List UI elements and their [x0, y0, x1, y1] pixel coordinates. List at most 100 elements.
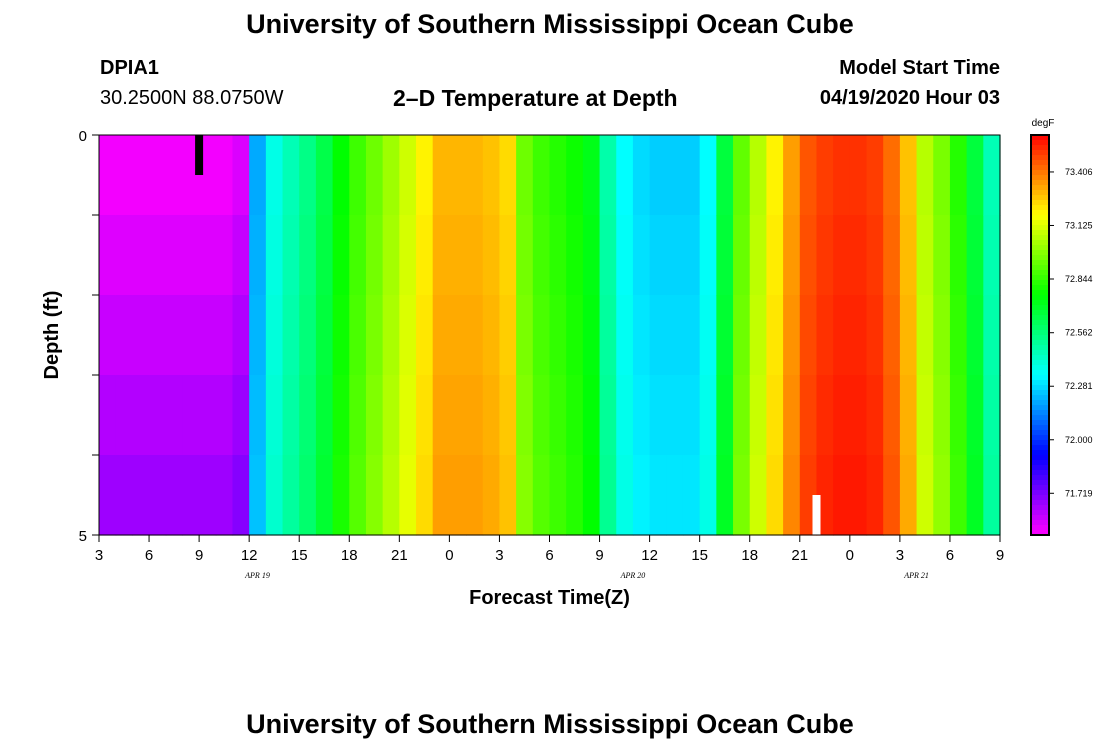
colorbar-swatch: [1031, 205, 1049, 211]
heatmap-cell: [299, 215, 317, 296]
heatmap-cell: [182, 295, 200, 376]
heatmap-cell: [265, 215, 284, 296]
station-id: DPIA1: [100, 57, 159, 79]
heatmap-cell: [149, 375, 167, 456]
x-tick-label: 3: [495, 547, 503, 564]
colorbar-swatch: [1031, 200, 1049, 206]
heatmap-cell: [766, 455, 784, 536]
heatmap-cell: [466, 135, 484, 216]
heatmap-cell: [949, 215, 968, 296]
heatmap-cell: [866, 455, 884, 536]
x-tick-label: 12: [641, 547, 658, 564]
heatmap-cell: [899, 215, 918, 296]
heatmap-cell: [933, 135, 951, 216]
heatmap-cell: [933, 455, 951, 536]
heatmap-cell: [849, 455, 868, 536]
colorbar-swatch: [1031, 460, 1049, 466]
x-tick-label: 9: [595, 547, 603, 564]
x-tick-label: 6: [545, 547, 553, 564]
colorbar-swatch: [1031, 280, 1049, 286]
heatmap-cell: [532, 295, 551, 376]
colorbar-swatch: [1031, 285, 1049, 291]
heatmap-cell: [516, 295, 534, 376]
heatmap-cell: [816, 215, 834, 296]
colorbar-swatch: [1031, 310, 1049, 316]
colorbar-swatch: [1031, 155, 1049, 161]
heatmap-cell: [599, 455, 617, 536]
heatmap-cell: [766, 295, 784, 376]
heatmap-cell: [482, 135, 501, 216]
heatmap-cell: [466, 295, 484, 376]
heatmap-cell: [883, 215, 901, 296]
heatmap-cell: [332, 375, 350, 456]
heatmap-cell: [816, 455, 834, 536]
date-label: APR 20: [620, 571, 646, 580]
colorbar-swatch: [1031, 410, 1049, 416]
colorbar-swatch: [1031, 445, 1049, 451]
colorbar-tick-label: 72.000: [1065, 435, 1093, 445]
colorbar-swatch: [1031, 525, 1049, 531]
heatmap-cell: [349, 135, 367, 216]
heatmap-cell: [482, 455, 501, 536]
heatmap-cell: [416, 375, 434, 456]
heatmap-cell: [833, 455, 851, 536]
heatmap-cell: [799, 375, 818, 456]
heatmap-cell: [399, 455, 417, 536]
heatmap-cell: [249, 295, 267, 376]
heatmap-cell: [249, 455, 267, 536]
colorbar-swatch: [1031, 530, 1049, 536]
heatmap-cell: [666, 295, 684, 376]
x-tick-label: 18: [341, 547, 358, 564]
heatmap-cell: [582, 215, 601, 296]
colorbar-swatch: [1031, 495, 1049, 501]
heatmap-cell: [332, 135, 350, 216]
heatmap-cell: [449, 455, 467, 536]
heatmap-cell: [115, 375, 133, 456]
colorbar-swatch: [1031, 315, 1049, 321]
station-coords: 30.2500N 88.0750W: [100, 87, 284, 109]
heatmap-cell: [532, 455, 551, 536]
x-tick-label: 0: [846, 547, 854, 564]
colorbar-swatch: [1031, 290, 1049, 296]
colorbar-swatch: [1031, 515, 1049, 521]
colorbar-swatch: [1031, 500, 1049, 506]
heatmap-cell: [349, 375, 367, 456]
heatmap-cell: [182, 375, 200, 456]
heatmap-cell: [549, 295, 567, 376]
heatmap-cell: [532, 135, 551, 216]
heatmap-cell: [883, 455, 901, 536]
heatmap-cell: [949, 375, 968, 456]
heatmap-cell: [833, 375, 851, 456]
heatmap-cell: [682, 215, 701, 296]
heatmap-cell: [215, 375, 234, 456]
heatmap-cell: [816, 295, 834, 376]
heatmap-cell: [866, 375, 884, 456]
heatmap-cell: [482, 295, 501, 376]
colorbar-swatch: [1031, 435, 1049, 441]
heatmap-cell: [315, 135, 334, 216]
y-tick-label: 0: [79, 128, 87, 145]
heatmap-cell: [382, 135, 400, 216]
heatmap-cell: [499, 455, 517, 536]
x-tick-label: 15: [691, 547, 708, 564]
heatmap-cell: [199, 375, 217, 456]
heatmap-cell: [699, 375, 717, 456]
heatmap-cell: [132, 375, 150, 456]
colorbar-tick-label: 72.562: [1065, 328, 1093, 338]
heatmap-cell: [616, 215, 634, 296]
heatmap-cell: [132, 215, 150, 296]
x-tick-label: 3: [95, 547, 103, 564]
heatmap-cell: [799, 295, 818, 376]
heatmap-cell: [566, 375, 584, 456]
colorbar-swatch: [1031, 160, 1049, 166]
heatmap-cell: [833, 215, 851, 296]
heatmap-cell: [416, 455, 434, 536]
heatmap-cell: [532, 215, 551, 296]
heatmap-cell: [632, 135, 651, 216]
colorbar-frame: [1030, 134, 1050, 536]
colorbar-swatch: [1031, 210, 1049, 216]
heatmap-cell: [382, 215, 400, 296]
heatmap-cell: [549, 375, 567, 456]
colorbar-swatch: [1031, 140, 1049, 146]
